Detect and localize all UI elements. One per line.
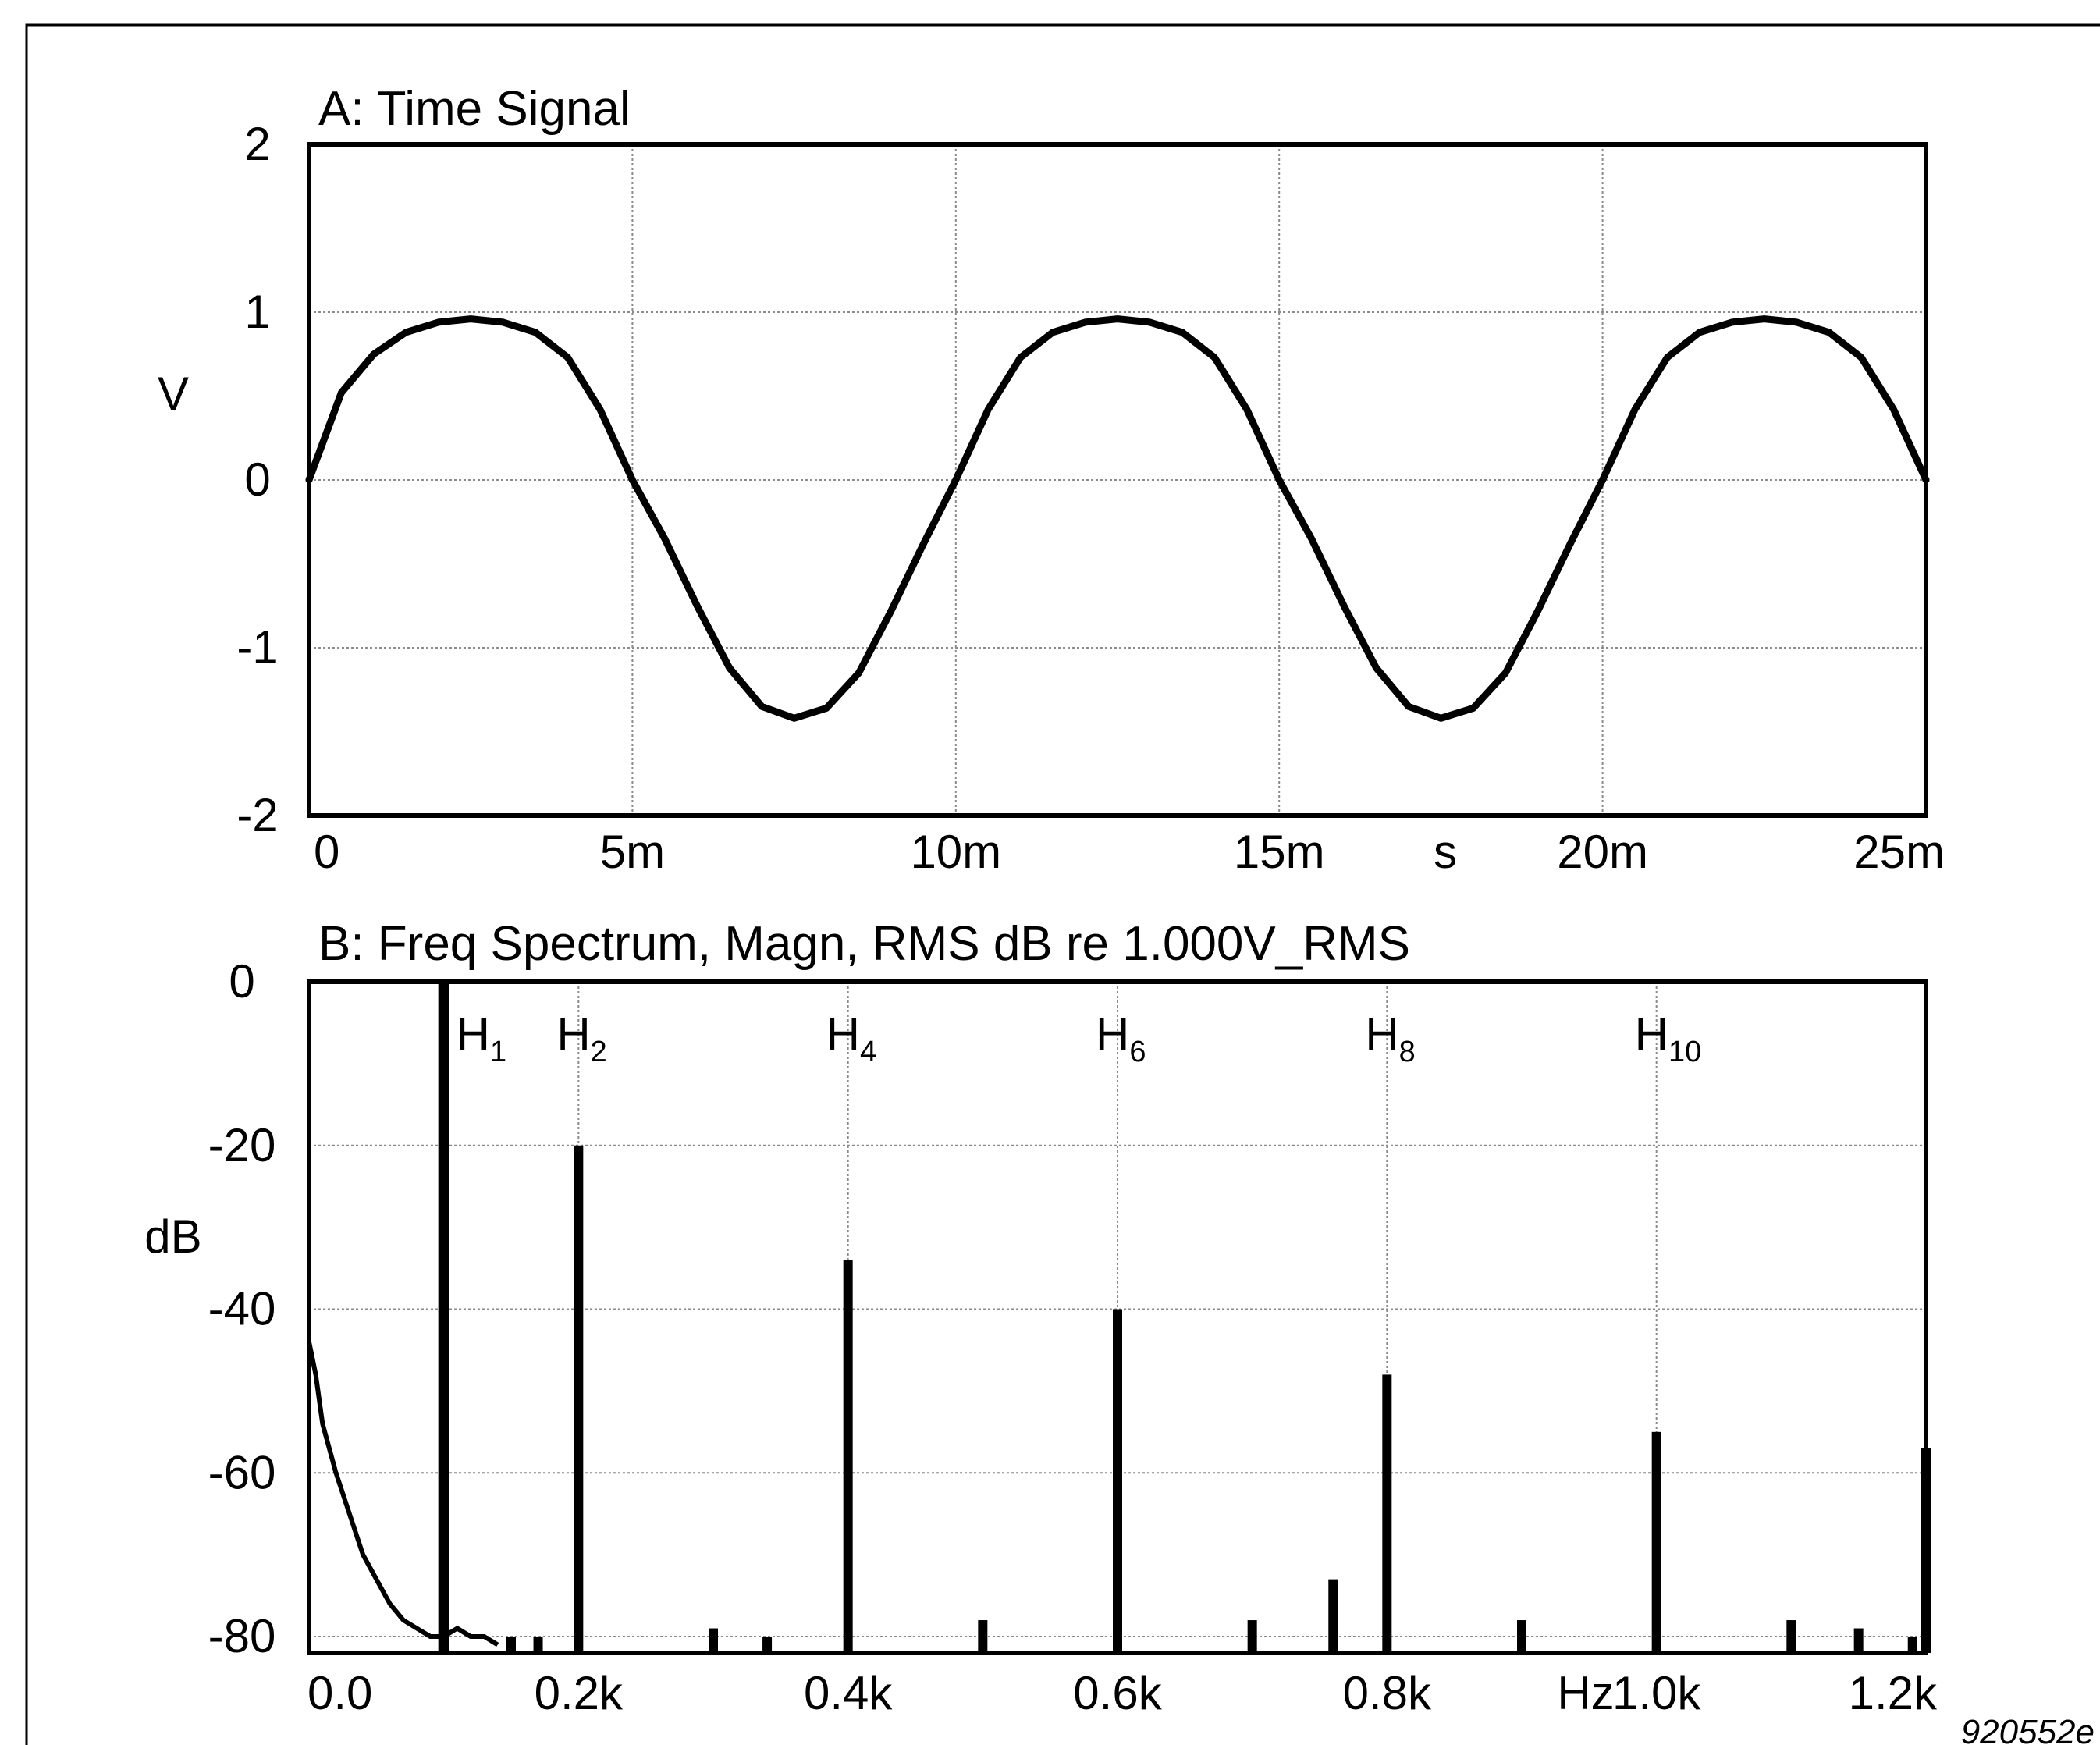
time-signal-y-tick-label: -2	[236, 789, 278, 841]
harmonic-bar-1	[438, 982, 449, 1653]
freq-spectrum-y-ticks: 0 -20 -40 -60 -80	[208, 955, 276, 1662]
harmonic-label-subscript: 4	[860, 1036, 876, 1068]
harmonic-label-6: H6	[1096, 1008, 1146, 1068]
harmonic-bar-10	[1651, 1431, 1661, 1653]
harmonic-bars: H1 H2 H4 H6 H8 H10	[438, 982, 1702, 1653]
harmonic-label-1: H1	[457, 1008, 506, 1068]
harmonic-bar-8	[1382, 1374, 1392, 1653]
freq-spectrum-x-tick-label: 0.6k	[1073, 1667, 1162, 1719]
spur-bar	[709, 1628, 718, 1653]
spur-bar	[533, 1637, 543, 1653]
time-signal-title: A: Time Signal	[318, 82, 631, 136]
time-signal-x-tick-label: 15m	[1234, 826, 1325, 878]
harmonic-label-subscript: 2	[591, 1036, 607, 1068]
freq-spectrum-x-tick-label: 0.8k	[1343, 1667, 1432, 1719]
harmonic-label-10: H10	[1635, 1008, 1702, 1068]
freq-spectrum-x-tick-label: 0.4k	[804, 1667, 893, 1719]
harmonic-bar-2	[574, 1145, 584, 1653]
freq-spectrum-x-tick-label: 1.0k	[1612, 1667, 1701, 1719]
freq-spectrum-y-tick-label: 0	[229, 955, 254, 1008]
freq-spectrum-x-ticks: 0.0 0.2k 0.4k 0.6k 0.8k 1.0k 1.2k	[307, 1667, 1938, 1719]
harmonic-label-subscript: 8	[1399, 1036, 1416, 1068]
harmonic-label-4: H4	[826, 1008, 876, 1068]
harmonic-label-subscript: 10	[1668, 1036, 1701, 1068]
spur-bar	[762, 1637, 773, 1653]
time-signal-x-unit: s	[1434, 826, 1457, 878]
freq-spectrum-x-tick-label: 1.2k	[1849, 1667, 1938, 1719]
harmonic-label-8: H8	[1365, 1008, 1415, 1068]
harmonic-bar-4	[843, 1260, 853, 1653]
freq-spectrum-y-tick-label: -80	[208, 1610, 276, 1662]
time-signal-line	[305, 315, 1930, 722]
time-signal-grid	[308, 144, 1927, 816]
harmonic-label-subscript: 6	[1129, 1036, 1146, 1068]
freq-spectrum-y-tick-label: -60	[208, 1446, 276, 1498]
harmonic-bar-6	[1113, 1309, 1122, 1653]
time-signal-y-tick-label: -1	[236, 621, 278, 673]
time-signal-y-unit: V	[158, 368, 189, 420]
noise-floor-line	[307, 1341, 499, 1647]
freq-spectrum-y-tick-label: -40	[208, 1283, 276, 1335]
time-signal-x-tick-label: 0	[314, 826, 339, 878]
spur-bar	[1517, 1620, 1526, 1653]
harmonic-label-2: H2	[556, 1008, 606, 1068]
time-signal-y-tick-label: 2	[244, 118, 270, 170]
time-signal-y-tick-label: 1	[244, 286, 270, 338]
freq-spectrum-y-tick-label: -20	[208, 1119, 276, 1171]
time-signal-x-tick-label: 5m	[600, 826, 665, 878]
freq-spectrum-y-unit: dB	[144, 1210, 201, 1263]
spur-bar	[1907, 1637, 1917, 1653]
freq-spectrum-plot-frame	[307, 979, 1928, 1655]
freq-spectrum-panel: B: Freq Spectrum, Magn, RMS dB re 1.000V…	[144, 917, 1938, 1719]
figure-code: 920552e	[1961, 1713, 2095, 1745]
time-signal-y-tick-label: 0	[244, 453, 270, 506]
freq-spectrum-x-unit: Hz	[1557, 1667, 1614, 1719]
time-signal-x-tick-label: 20m	[1557, 826, 1648, 878]
spur-bars	[506, 1448, 1931, 1653]
time-signal-plot-frame	[307, 142, 1928, 818]
time-signal-x-ticks: 0 5m 10m 15m 20m 25m	[314, 826, 1945, 878]
spur-bar	[1853, 1628, 1864, 1653]
freq-spectrum-x-tick-label: 0.0	[307, 1667, 372, 1719]
spur-bar	[1786, 1620, 1796, 1653]
spur-bar	[506, 1637, 516, 1653]
figure-border	[25, 23, 2100, 1745]
time-signal-x-tick-label: 10m	[910, 826, 1001, 878]
time-signal-x-tick-label: 25m	[1853, 826, 1945, 878]
harmonic-label-subscript: 1	[490, 1036, 506, 1068]
time-signal-y-ticks: 2 1 0 -1 -2	[236, 118, 278, 841]
time-signal-panel: A: Time Signal 2 1 0 -1 -2 0 5m 10m 15m 20m 25m V…	[158, 82, 1945, 878]
spur-bar	[1328, 1579, 1338, 1653]
freq-spectrum-x-tick-label: 0.2k	[535, 1667, 624, 1719]
spur-bar	[978, 1620, 988, 1653]
spur-bar	[1247, 1620, 1257, 1653]
freq-spectrum-title: B: Freq Spectrum, Magn, RMS dB re 1.000V…	[318, 917, 1410, 971]
